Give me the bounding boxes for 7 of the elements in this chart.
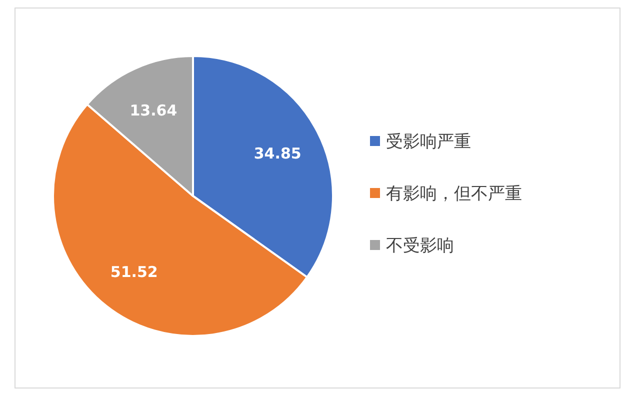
- legend-label: 不受影响: [386, 236, 454, 256]
- data-label: 34.85: [254, 144, 302, 162]
- legend-label: 受影响严重: [386, 132, 471, 152]
- pie: 34.85 51.52 13.64: [52, 55, 334, 337]
- data-label: 13.64: [130, 101, 178, 120]
- data-label: 51.52: [110, 262, 158, 281]
- legend-label: 有影响，但不严重: [386, 184, 522, 204]
